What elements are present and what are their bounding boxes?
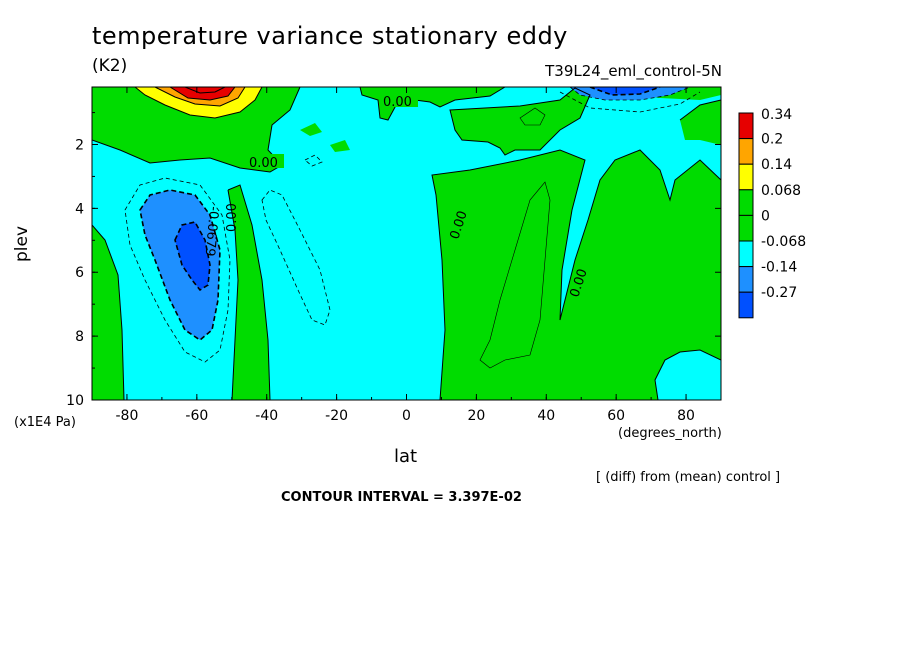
chart-title: temperature variance stationary eddy <box>92 22 568 50</box>
region-neg-blue <box>140 190 220 340</box>
colorbar-label: 0.14 <box>761 157 792 173</box>
x-axis-label: lat <box>394 446 418 467</box>
x-tick-label: -20 <box>325 408 348 424</box>
x-tick-label: 80 <box>677 408 695 424</box>
colorbar-label: 0 <box>761 208 770 224</box>
contour-label: 0.00 <box>249 156 278 171</box>
region-pos-lefttail <box>92 225 124 400</box>
x-tick-label: -80 <box>116 408 139 424</box>
tick-labels: -80 -60 -40 -20 0 20 40 60 80 2 4 6 8 10 <box>66 137 695 424</box>
x-tick-label: 0 <box>402 408 411 424</box>
colorbar-label: 0.068 <box>761 183 801 199</box>
contour-label: -0.0679 <box>202 206 221 257</box>
x-tick-label: 60 <box>607 408 625 424</box>
contour-labels: 0.00 0.00 0.00 0.00 0.00 -0.0679 <box>202 93 591 299</box>
colorbar-box <box>738 291 754 319</box>
diff-note: [ (diff) from (mean) control ] <box>596 470 781 485</box>
contour-interval: CONTOUR INTERVAL = 3.397E-02 <box>281 490 522 505</box>
region-pos-band-40 <box>228 185 270 400</box>
region-neg-core <box>175 222 210 290</box>
region-pos-top-mid2 <box>450 88 590 155</box>
y-tick-label: 8 <box>75 329 84 345</box>
colorbar-box <box>738 240 754 268</box>
region-pos-island <box>300 123 322 136</box>
x-tick-label: -60 <box>185 408 208 424</box>
region-pos-ne <box>680 100 721 145</box>
colorbar-box <box>738 163 754 191</box>
colorbar-labels: 0.34 0.2 0.14 0.068 0 -0.068 -0.14 -0.27 <box>761 107 806 301</box>
y-tick-label: 6 <box>75 265 84 281</box>
colorbar-label: -0.27 <box>761 285 797 301</box>
region-pos-east <box>432 150 721 400</box>
y-tick-label: 10 <box>66 393 84 409</box>
y-axis-label: plev <box>12 225 32 262</box>
contour-label: 0.00 <box>383 95 412 110</box>
colorbar-label: -0.14 <box>761 260 797 276</box>
colorbar-label: 0.2 <box>761 132 783 148</box>
y-tick-label: 2 <box>75 137 84 153</box>
y-tick-label: 4 <box>75 201 84 217</box>
x-tick-label: -40 <box>255 408 278 424</box>
axis-ticks <box>91 87 722 401</box>
run-label: T39L24_eml_control-5N <box>545 62 722 80</box>
filled-contours <box>92 87 721 400</box>
colorbar-label: -0.068 <box>761 234 806 250</box>
contour-label: 0.00 <box>225 203 240 232</box>
colorbar-box <box>738 214 754 242</box>
region-pos-topleft <box>92 87 300 172</box>
colorbar-box <box>738 112 754 140</box>
region-pos-island2 <box>330 140 350 152</box>
colorbar-box <box>738 266 754 293</box>
colorbar-box <box>738 189 754 216</box>
y-axis-units: (x1E4 Pa) <box>14 415 76 430</box>
colorbar <box>738 112 754 319</box>
chart-units: (K2) <box>92 56 128 76</box>
colorbar-box <box>738 138 754 165</box>
x-tick-label: 20 <box>467 408 485 424</box>
colorbar-label: 0.34 <box>761 107 792 123</box>
x-axis-units: (degrees_north) <box>618 426 722 441</box>
x-tick-label: 40 <box>537 408 555 424</box>
